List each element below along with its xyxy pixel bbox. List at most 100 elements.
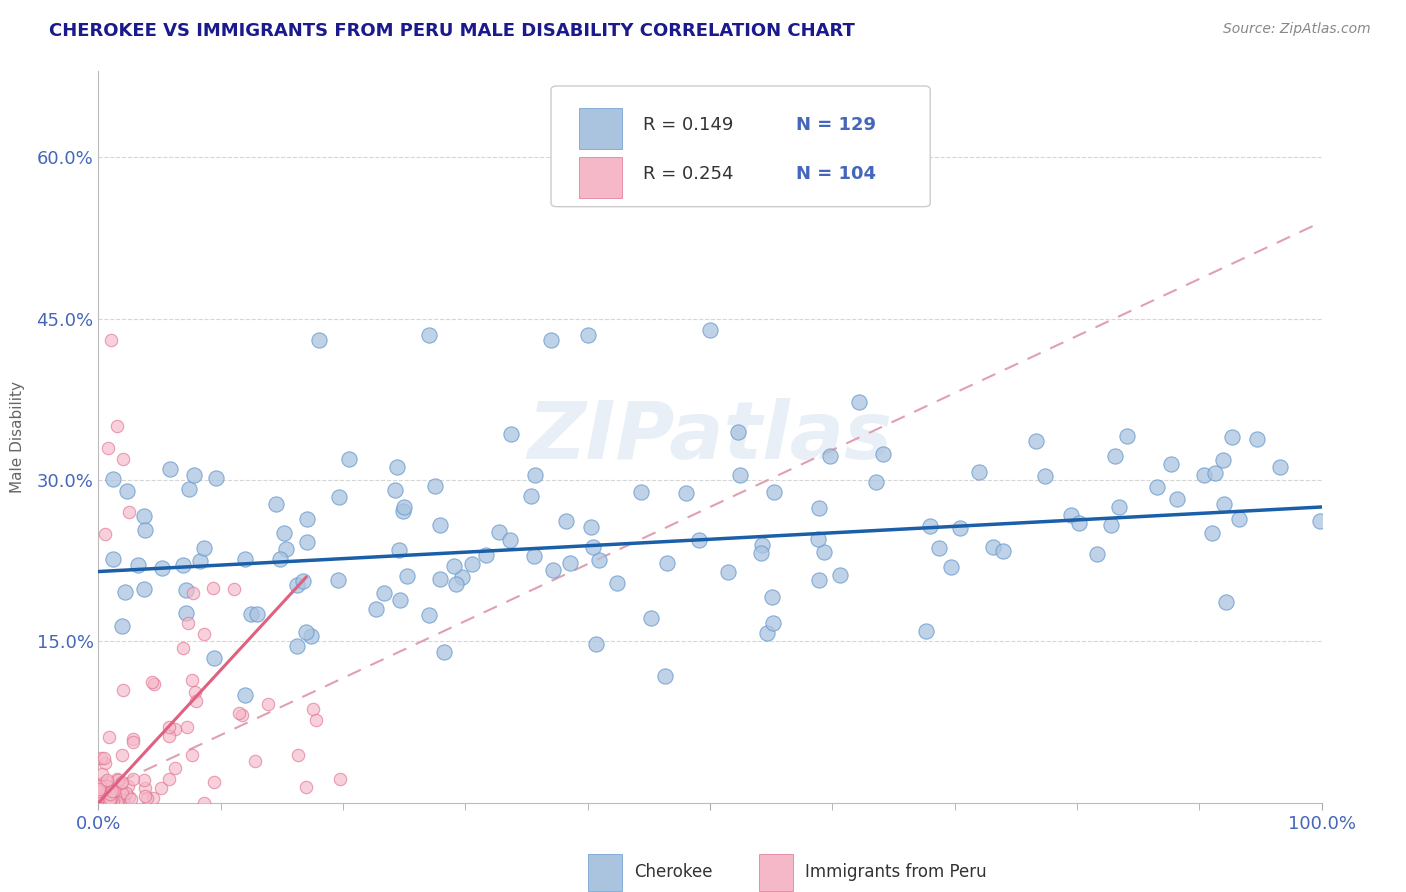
Point xyxy=(717,565,740,579)
Point xyxy=(488,524,510,539)
Point xyxy=(97,784,120,798)
Point xyxy=(1060,508,1083,522)
Point xyxy=(264,497,287,511)
Point xyxy=(205,471,228,485)
Point xyxy=(233,552,256,566)
Point xyxy=(136,791,159,805)
Point xyxy=(269,552,291,566)
Point xyxy=(98,792,121,806)
Point xyxy=(654,669,676,683)
Point xyxy=(118,789,141,804)
Text: R = 0.254: R = 0.254 xyxy=(643,165,734,183)
Point xyxy=(134,789,156,803)
Point xyxy=(1309,515,1331,529)
Point xyxy=(89,777,111,791)
Point xyxy=(96,786,118,800)
Point xyxy=(520,489,543,503)
Point xyxy=(100,333,122,347)
Point xyxy=(1213,497,1236,511)
Point xyxy=(329,772,352,786)
Point xyxy=(184,694,207,708)
Point xyxy=(585,637,607,651)
Point xyxy=(163,761,186,775)
Point xyxy=(159,772,181,786)
Point xyxy=(418,327,440,342)
Point xyxy=(394,500,416,515)
Point xyxy=(202,775,225,789)
Point xyxy=(87,781,110,796)
Point xyxy=(89,779,111,793)
Point xyxy=(183,467,205,482)
Point xyxy=(243,755,266,769)
Point xyxy=(93,789,115,803)
Point xyxy=(91,789,114,804)
Point xyxy=(93,527,115,541)
Point xyxy=(1212,453,1234,467)
Point xyxy=(181,586,204,600)
Point xyxy=(389,592,412,607)
Point xyxy=(134,781,156,796)
Point xyxy=(101,779,124,793)
Point xyxy=(808,573,831,587)
Point xyxy=(157,729,180,743)
Point xyxy=(806,532,828,546)
Point xyxy=(101,472,124,486)
Point xyxy=(981,540,1004,554)
Point xyxy=(326,573,349,587)
Point xyxy=(96,790,118,805)
Point xyxy=(813,545,835,559)
Point xyxy=(115,483,138,498)
Point xyxy=(751,538,773,552)
Point xyxy=(177,616,200,631)
Text: ZIPatlas: ZIPatlas xyxy=(527,398,893,476)
Point xyxy=(122,735,145,749)
Point xyxy=(97,793,120,807)
Point xyxy=(89,793,111,807)
Point xyxy=(373,586,395,600)
Point xyxy=(872,447,894,461)
Text: Immigrants from Peru: Immigrants from Peru xyxy=(806,863,987,881)
Point xyxy=(87,785,110,799)
Point xyxy=(285,578,308,592)
Point xyxy=(110,748,132,763)
Point xyxy=(107,794,129,808)
Point xyxy=(107,785,129,799)
Point xyxy=(1268,460,1291,475)
Point xyxy=(299,629,322,643)
Point xyxy=(111,786,134,800)
Point xyxy=(96,789,118,804)
Point xyxy=(122,772,145,787)
FancyBboxPatch shape xyxy=(759,854,793,890)
Point xyxy=(1220,430,1243,444)
Point xyxy=(87,784,110,798)
Point xyxy=(461,557,484,571)
Point xyxy=(364,602,387,616)
Point xyxy=(1099,517,1122,532)
Point xyxy=(302,702,325,716)
Point xyxy=(93,751,115,765)
Point xyxy=(418,608,440,623)
Y-axis label: Male Disability: Male Disability xyxy=(10,381,25,493)
Point xyxy=(104,794,127,808)
Point xyxy=(291,574,314,588)
Point xyxy=(433,645,456,659)
Point xyxy=(425,479,447,493)
Point xyxy=(555,514,578,528)
Point xyxy=(949,521,972,535)
Point xyxy=(499,533,522,547)
Point xyxy=(920,519,942,533)
Point xyxy=(90,789,112,803)
Point xyxy=(256,697,278,711)
Point xyxy=(1204,466,1226,480)
Text: Cherokee: Cherokee xyxy=(634,863,713,881)
Point xyxy=(100,792,122,806)
Point xyxy=(134,523,156,537)
Point xyxy=(246,607,269,621)
Point xyxy=(907,128,929,143)
Text: Source: ZipAtlas.com: Source: ZipAtlas.com xyxy=(1223,22,1371,37)
Point xyxy=(91,779,114,793)
Point xyxy=(928,541,950,555)
Point xyxy=(285,640,308,654)
Point xyxy=(222,582,245,596)
Point xyxy=(132,582,155,597)
